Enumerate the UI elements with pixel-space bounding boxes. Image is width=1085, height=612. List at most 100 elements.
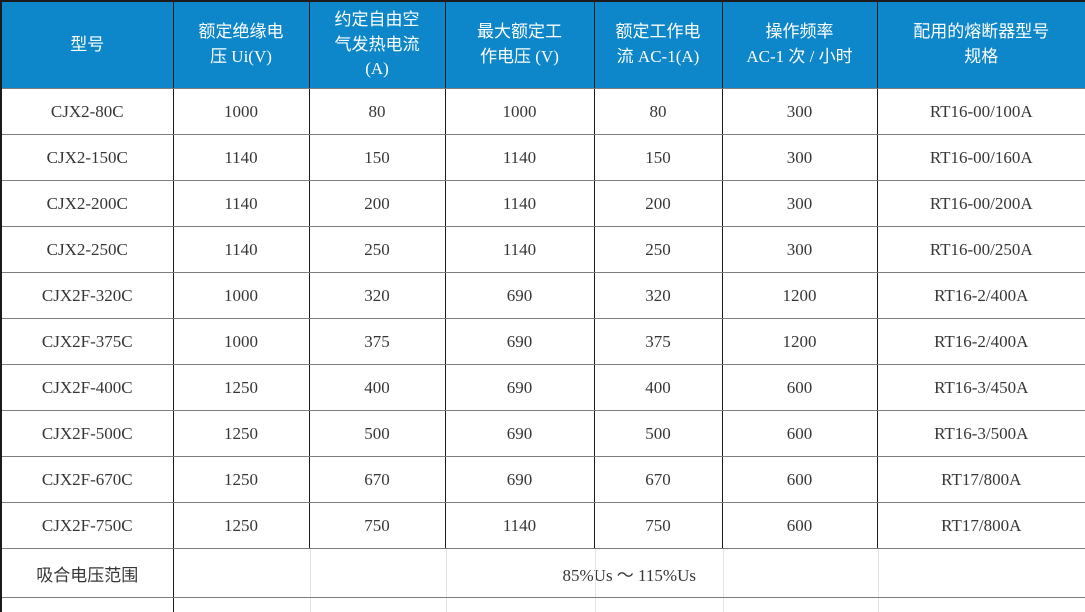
table-cell: 150 <box>593 134 723 181</box>
merged-value-cell: 85%Us ～ 115%Us <box>172 548 1085 598</box>
row-label: 释放电压范围 <box>0 597 174 612</box>
table-cell: 1250 <box>172 364 310 411</box>
table-cell: 1250 <box>172 456 310 503</box>
table-cell: RT16-00/200A <box>876 180 1085 227</box>
table-row-release-voltage-range: 释放电压范围 20%Us ～ 75%Us（交流）；10%Us ～ 70%Us（直… <box>0 597 1085 612</box>
table-cell: 320 <box>593 272 723 319</box>
table-cell: 1250 <box>172 410 310 457</box>
table-cell-model: CJX2-80C <box>0 88 174 135</box>
table-row: CJX2-250C 1140 250 1140 250 300 RT16-00/… <box>0 226 1085 273</box>
table-cell: 690 <box>444 410 595 457</box>
table-cell: 80 <box>308 88 446 135</box>
table-cell: RT17/800A <box>876 456 1085 503</box>
table-cell: 1200 <box>721 272 878 319</box>
table-cell: RT17/800A <box>876 502 1085 549</box>
table-row: CJX2-200C 1140 200 1140 200 300 RT16-00/… <box>0 180 1085 227</box>
table-cell: 375 <box>308 318 446 365</box>
table-cell: 600 <box>721 410 878 457</box>
table-cell: RT16-00/100A <box>876 88 1085 135</box>
column-header-rated-current-ac1: 额定工作电 流 AC-1(A) <box>593 1 723 89</box>
pickup-voltage-range-value: 85%Us ～ 115%Us <box>562 565 696 585</box>
table-cell-model: CJX2F-500C <box>0 410 174 457</box>
table-cell: 200 <box>308 180 446 227</box>
table-cell-model: CJX2F-400C <box>0 364 174 411</box>
table-cell: 1200 <box>721 318 878 365</box>
table-cell: 300 <box>721 180 878 227</box>
table-cell: 600 <box>721 364 878 411</box>
header-row: 型号 额定绝缘电 压 Ui(V) 约定自由空 气发热电流 (A) 最大额定工 作… <box>0 1 1085 89</box>
table-cell: 670 <box>593 456 723 503</box>
column-separator-line <box>445 549 447 597</box>
table-cell: 690 <box>444 456 595 503</box>
table-cell: RT16-00/160A <box>876 134 1085 181</box>
table-cell: 500 <box>308 410 446 457</box>
table-cell-model: CJX2-200C <box>0 180 174 227</box>
table-cell: 300 <box>721 134 878 181</box>
table-cell: 150 <box>308 134 446 181</box>
table-cell: 1140 <box>444 180 595 227</box>
table-row: CJX2-80C 1000 80 1000 80 300 RT16-00/100… <box>0 88 1085 135</box>
table-row: CJX2F-670C 1250 670 690 670 600 RT17/800… <box>0 456 1085 503</box>
table-cell: RT16-2/400A <box>876 318 1085 365</box>
table-cell: 750 <box>308 502 446 549</box>
table-cell: 1140 <box>172 226 310 273</box>
table-row: CJX2F-750C 1250 750 1140 750 600 RT17/80… <box>0 502 1085 549</box>
table-row: CJX2F-320C 1000 320 690 320 1200 RT16-2/… <box>0 272 1085 319</box>
table-cell: 375 <box>593 318 723 365</box>
column-separator-line <box>722 549 724 597</box>
table-cell: RT16-2/400A <box>876 272 1085 319</box>
table-cell: 1000 <box>172 318 310 365</box>
table-cell-model: CJX2F-670C <box>0 456 174 503</box>
table-cell: 690 <box>444 318 595 365</box>
table-cell: 400 <box>308 364 446 411</box>
table-row-pickup-voltage-range: 吸合电压范围 85%Us ～ 115%Us <box>0 548 1085 598</box>
table-cell: 600 <box>721 456 878 503</box>
table-cell: 1140 <box>172 180 310 227</box>
table-cell: 300 <box>721 226 878 273</box>
column-header-thermal-current: 约定自由空 气发热电流 (A) <box>308 1 446 89</box>
table-cell-model: CJX2-250C <box>0 226 174 273</box>
column-separator-line <box>309 598 311 612</box>
table-cell: 670 <box>308 456 446 503</box>
table-cell: 400 <box>593 364 723 411</box>
table-cell: RT16-3/450A <box>876 364 1085 411</box>
table-cell: RT16-00/250A <box>876 226 1085 273</box>
table-cell: 300 <box>721 88 878 135</box>
merged-value-cell: 20%Us ～ 75%Us（交流）；10%Us ～ 70%Us（直流） <box>172 597 1085 612</box>
column-header-operation-frequency: 操作频率 AC-1 次 / 小时 <box>721 1 878 89</box>
column-header-max-working-voltage: 最大额定工 作电压 (V) <box>444 1 595 89</box>
table-cell: 500 <box>593 410 723 457</box>
table-cell: 1140 <box>444 502 595 549</box>
column-header-insulation-voltage: 额定绝缘电 压 Ui(V) <box>172 1 310 89</box>
column-separator-line <box>309 549 311 597</box>
table-cell: 250 <box>593 226 723 273</box>
table-cell: 690 <box>444 272 595 319</box>
table-cell-model: CJX2F-375C <box>0 318 174 365</box>
table-cell: 1140 <box>444 226 595 273</box>
table-cell: 1000 <box>444 88 595 135</box>
table-cell: 600 <box>721 502 878 549</box>
table-cell: 250 <box>308 226 446 273</box>
table-cell-model: CJX2F-320C <box>0 272 174 319</box>
table-cell: 320 <box>308 272 446 319</box>
table-cell: 1000 <box>172 88 310 135</box>
table-row: CJX2F-500C 1250 500 690 500 600 RT16-3/5… <box>0 410 1085 457</box>
column-header-fuse-spec: 配用的熔断器型号 规格 <box>876 1 1085 89</box>
table-row: CJX2-150C 1140 150 1140 150 300 RT16-00/… <box>0 134 1085 181</box>
column-separator-line <box>877 549 879 597</box>
table-cell-model: CJX2F-750C <box>0 502 174 549</box>
table-row: CJX2F-375C 1000 375 690 375 1200 RT16-2/… <box>0 318 1085 365</box>
column-separator-line <box>722 598 724 612</box>
table-cell: 1000 <box>172 272 310 319</box>
table-cell: RT16-3/500A <box>876 410 1085 457</box>
table-cell: 1140 <box>172 134 310 181</box>
table-cell-model: CJX2-150C <box>0 134 174 181</box>
column-header-model: 型号 <box>0 1 174 89</box>
table-cell: 1140 <box>444 134 595 181</box>
table-cell: 1250 <box>172 502 310 549</box>
table-cell: 80 <box>593 88 723 135</box>
row-label: 吸合电压范围 <box>0 548 174 598</box>
column-separator-line <box>594 598 596 612</box>
